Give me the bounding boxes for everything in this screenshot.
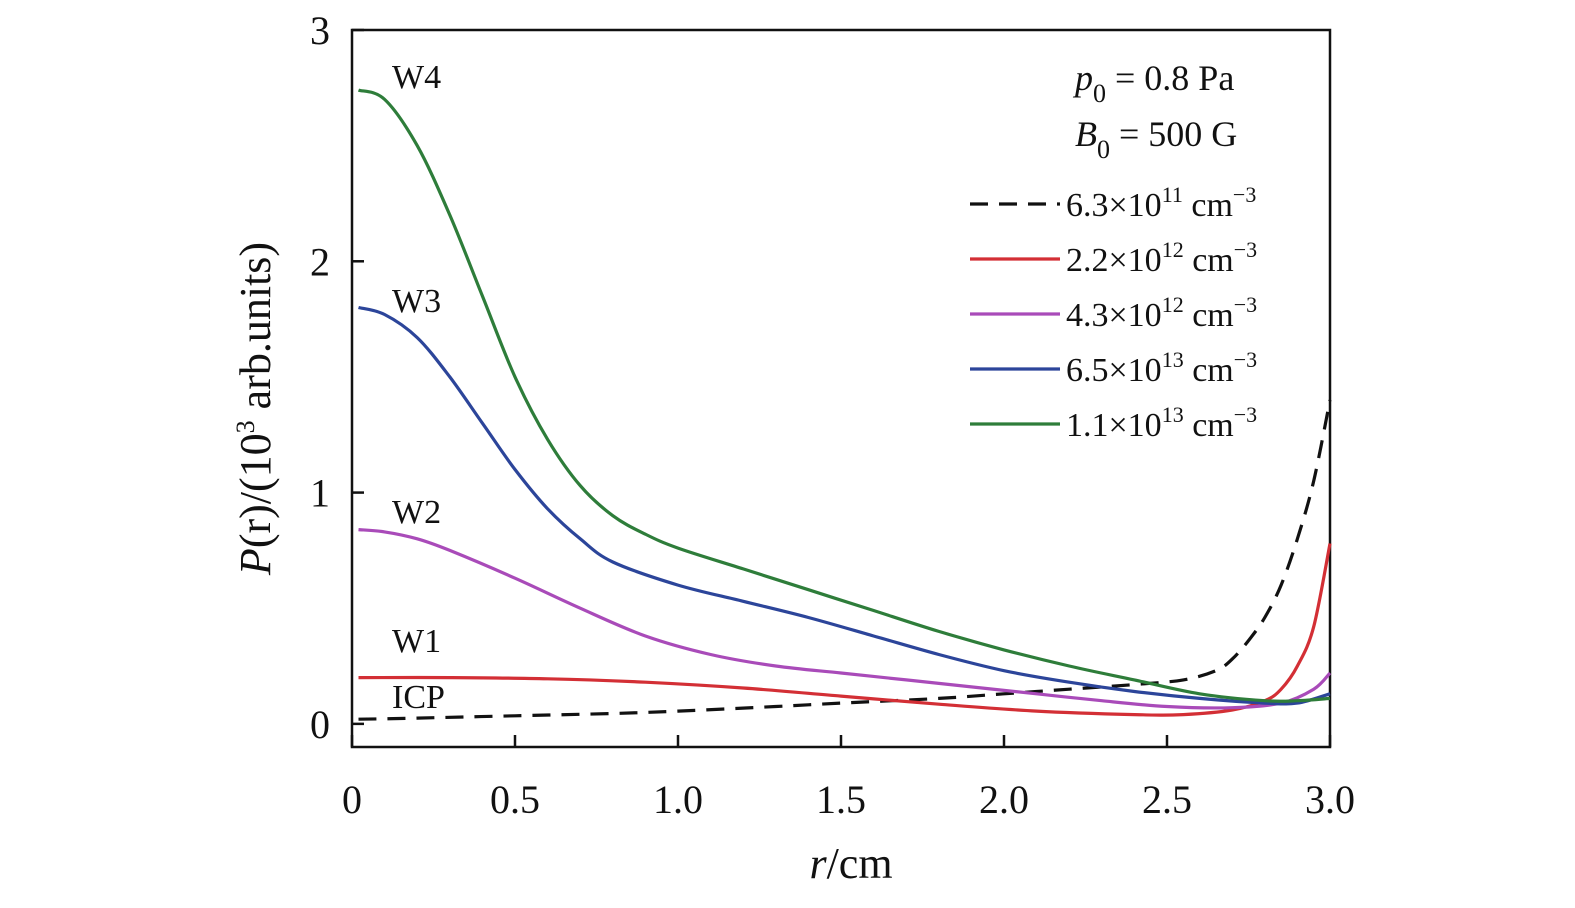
curve-label-2: W2 — [392, 494, 441, 531]
param-text-0: p0 = 0.8 Pa — [1072, 58, 1234, 108]
x-tick-label-2: 1.0 — [653, 777, 703, 822]
series-line-3 — [358, 305, 1331, 706]
legend-label-2: 4.3×1012 cm−3 — [1066, 292, 1257, 334]
y-tick-label-0: 0 — [310, 702, 330, 747]
curve-label-1: W1 — [392, 623, 441, 660]
x-tick-label-3: 1.5 — [816, 777, 866, 822]
x-tick-label-5: 2.5 — [1142, 777, 1192, 822]
x-tick-label-4: 2.0 — [979, 777, 1029, 822]
curve-label-3: W3 — [392, 283, 441, 320]
x-tick-label-6: 3.0 — [1305, 777, 1355, 822]
y-tick-label-2: 2 — [310, 239, 330, 284]
y-axis-label: P(r)/(103 arb.units) — [231, 242, 280, 576]
series-line-4 — [357, 88, 1331, 703]
legend-label-0: 6.3×1011 cm−3 — [1066, 182, 1256, 224]
series-line-1 — [358, 543, 1332, 717]
y-tick-label-1: 1 — [310, 471, 330, 516]
legend-label-4: 1.1×1013 cm−3 — [1066, 402, 1257, 444]
curve-label-4: W4 — [392, 59, 441, 96]
legend-label-3: 6.5×1013 cm−3 — [1066, 347, 1257, 389]
y-tick-label-3: 3 — [310, 8, 330, 53]
series-line-2 — [358, 528, 1332, 710]
param-text-1: B0 = 500 G — [1075, 114, 1237, 164]
series-line-0 — [358, 399, 1332, 721]
x-tick-label-1: 0.5 — [490, 777, 540, 822]
x-axis-label: r/cm — [809, 839, 892, 888]
curve-label-0: ICP — [392, 679, 445, 716]
x-tick-label-0: 0 — [342, 777, 362, 822]
legend-label-1: 2.2×1012 cm−3 — [1066, 237, 1257, 279]
